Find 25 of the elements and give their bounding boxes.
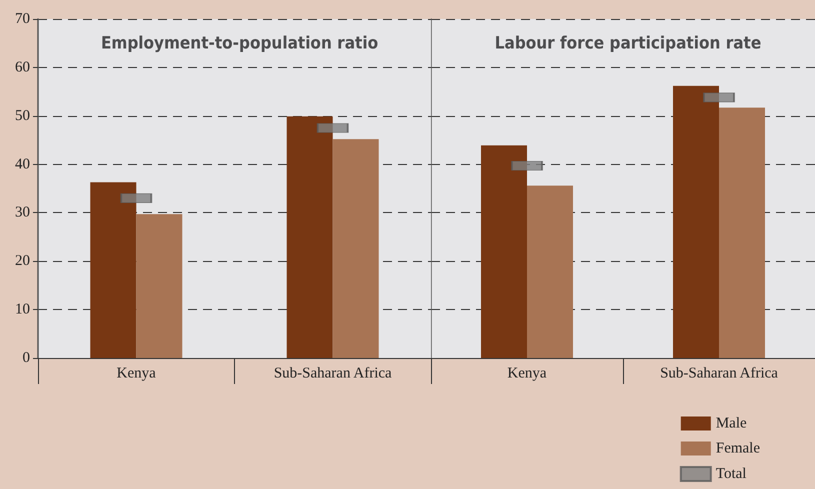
bar: [286, 116, 333, 358]
text: Employment-to-population ratio: [100, 34, 378, 54]
bar: [673, 86, 719, 358]
x-tick-label: Sub-Saharan Africa: [274, 366, 392, 382]
bar: [719, 108, 765, 358]
x-tick-label: Sub-Saharan Africa: [660, 366, 778, 382]
x-tick-label: Kenya: [507, 366, 547, 382]
bar: [90, 182, 136, 358]
y-tick-label: 10: [15, 302, 30, 318]
x-tick-label: Kenya: [116, 366, 156, 382]
bar: [481, 145, 527, 358]
legend-label: Male: [716, 416, 748, 432]
y-tick-label: 20: [15, 253, 30, 270]
text: Labour force participation rate: [494, 34, 762, 54]
y-tick-label: 50: [15, 108, 30, 124]
y-tick-label: 70: [15, 11, 30, 27]
bar: [527, 186, 573, 358]
bar: [332, 139, 379, 358]
y-tick-label: 30: [15, 204, 30, 221]
y-tick-label: 40: [15, 156, 30, 172]
legend-label: Total: [716, 466, 746, 482]
y-tick-label: 60: [15, 59, 30, 76]
legend-label: Female: [716, 440, 760, 456]
bar: [136, 214, 182, 358]
y-tick-label: 0: [22, 350, 30, 366]
